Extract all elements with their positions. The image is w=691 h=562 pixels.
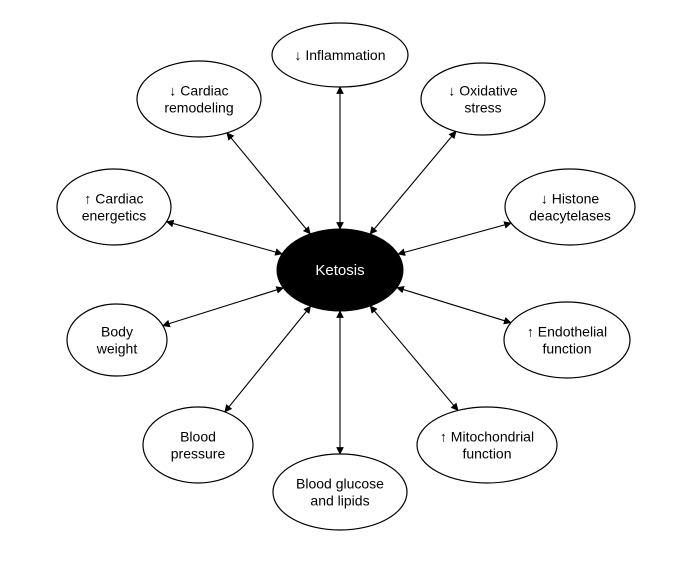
edge-energetics [167, 222, 283, 254]
edge-mitochondrial [370, 306, 458, 410]
node-endothelial-label-1: function [542, 341, 591, 357]
node-energetics: ↑ Cardiacenergetics [57, 169, 171, 245]
edge-weight [163, 288, 283, 326]
node-oxidative-label-0: ↓ Oxidative [448, 83, 517, 99]
node-remodeling: ↓ Cardiacremodeling [137, 61, 261, 137]
node-glucose-label-1: and lipids [310, 493, 369, 509]
node-energetics-label-1: energetics [82, 208, 147, 224]
ketosis-effects-diagram: ↓ Inflammation ↓ Oxidativestress ↓ Histone… [0, 0, 691, 562]
edge-endothelial [397, 288, 511, 323]
node-remodeling-label-1: remodeling [164, 100, 233, 116]
edge-bp [225, 306, 311, 412]
node-glucose-label-0: Blood glucose [296, 476, 384, 492]
node-oxidative: ↓ Oxidativestress [421, 63, 545, 135]
edge-remodeling [227, 133, 310, 234]
node-weight-label-0: Body [101, 324, 133, 340]
node-endothelial-label-0: ↑ Endothelial [527, 324, 607, 340]
node-histone-label-0: ↓ Histone [541, 191, 600, 207]
node-bp-label-0: Blood [180, 429, 216, 445]
node-histone: ↓ Histonedeacytelases [505, 169, 635, 245]
node-inflammation-label-0: ↓ Inflammation [294, 47, 385, 63]
node-bp: Bloodpressure [143, 407, 253, 483]
node-oxidative-label-1: stress [464, 100, 501, 116]
center-node: Ketosis [277, 229, 403, 311]
node-glucose: Blood glucoseand lipids [273, 454, 407, 530]
node-weight-label-1: weight [96, 341, 138, 357]
node-mitochondrial-label-1: function [462, 446, 511, 462]
node-inflammation: ↓ Inflammation [272, 23, 408, 87]
center-label: Ketosis [315, 262, 364, 279]
node-weight: Bodyweight [67, 304, 167, 376]
edge-histone [398, 223, 511, 254]
edge-oxidative [370, 131, 456, 234]
node-energetics-label-0: ↑ Cardiac [84, 191, 143, 207]
node-bp-label-1: pressure [171, 446, 226, 462]
node-histone-label-1: deacytelases [529, 208, 611, 224]
node-remodeling-label-0: ↓ Cardiac [169, 83, 228, 99]
node-mitochondrial: ↑ Mitochondrialfunction [417, 407, 557, 483]
node-endothelial: ↑ Endothelialfunction [504, 302, 630, 378]
node-mitochondrial-label-0: ↑ Mitochondrial [440, 429, 534, 445]
